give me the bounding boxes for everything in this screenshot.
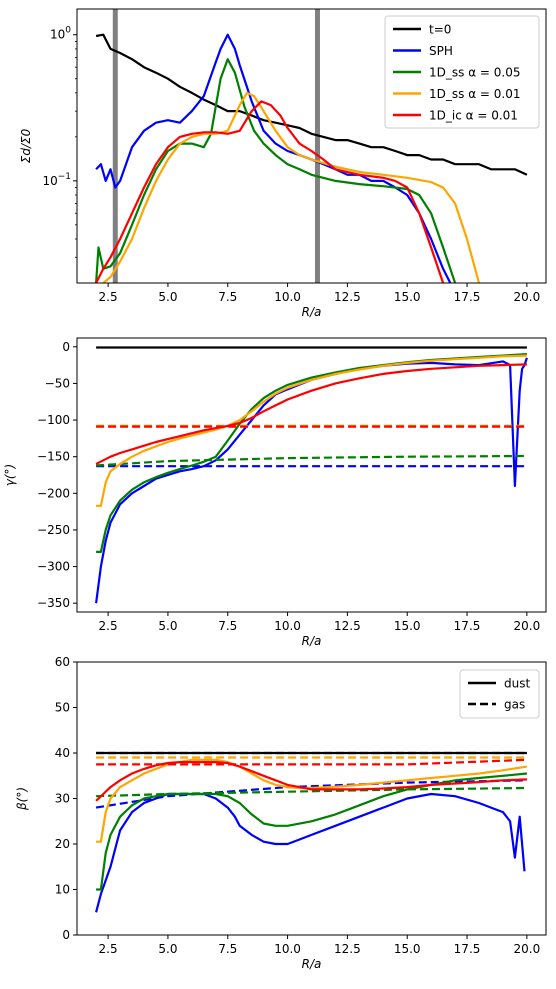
legend-label: gas (504, 698, 525, 712)
series-line-1d-ic-0-01 (95, 363, 527, 465)
series-line-sph (95, 792, 526, 913)
x-tick-label: 17.5 (454, 942, 481, 956)
x-tick-label: 15.0 (394, 290, 421, 304)
y-tick-label: 60 (55, 655, 70, 669)
y-tick-label: 40 (55, 746, 70, 760)
series-line-1d-ic-0-01-gas (96, 758, 527, 766)
series-line-sph (95, 33, 452, 283)
series-line-1d-ss-0-05-gas (96, 454, 527, 467)
y-axis-label: β(°) (15, 787, 29, 811)
legend-label: 1D_ss α = 0.01 (429, 87, 521, 101)
x-tick-label: 10.0 (274, 290, 301, 304)
x-tick-label: 20.0 (513, 942, 540, 956)
x-tick-label: 2.5 (99, 290, 118, 304)
y-tick-label: −350 (37, 596, 70, 610)
x-axis-label: R/a (302, 957, 322, 971)
y-axis-label: Σd/Σ0 (19, 128, 33, 163)
y-tick-label: −50 (45, 376, 70, 390)
y-tick-label: 20 (55, 837, 70, 851)
x-tick-label: 7.5 (218, 290, 237, 304)
y-axis-label: γ(°) (3, 464, 17, 486)
x-tick-label: 20.0 (513, 619, 540, 633)
series-line-sph (95, 357, 528, 604)
y-tick-label: −200 (37, 486, 70, 500)
y-tick-label: −150 (37, 450, 70, 464)
x-tick-label: 7.5 (218, 942, 237, 956)
legend-label: dust (504, 677, 530, 691)
x-tick-label: 12.5 (334, 619, 361, 633)
y-tick-label: 50 (55, 701, 70, 715)
y-tick-label: 100 (50, 26, 71, 42)
x-tick-label: 5.0 (158, 290, 177, 304)
y-tick-label: 30 (55, 792, 70, 806)
x-tick-label: 5.0 (158, 942, 177, 956)
legend: t=0 SPH 1D_ss α = 0.05 1D_ss α = 0.01 1D_ic … (384, 15, 540, 129)
plot-frame (76, 337, 547, 613)
y-tick-label: −250 (37, 523, 70, 537)
x-tick-label: 17.5 (454, 290, 481, 304)
y-tick-label: 0 (62, 928, 70, 942)
y-tick-label: −300 (37, 560, 70, 574)
y-tick-label: −100 (37, 413, 70, 427)
x-axis-label: R/a (302, 634, 322, 648)
x-tick-label: 10.0 (274, 619, 301, 633)
x-axis-label: R/a (302, 305, 322, 319)
legend: dust gas (459, 669, 540, 719)
x-tick-label: 12.5 (334, 942, 361, 956)
panel-gamma: 2.5 5.0 7.5 10.0 12.5 15.0 17.5 20.0 R/a 0 −50 −100… (3, 337, 547, 648)
series-line-1d-ic-0-01 (95, 760, 527, 802)
series-line-1d-ss-0-01 (96, 758, 528, 843)
panel-surface-density: 2.5 5.0 7.5 10.0 12.5 15.0 17.5 20.0 R/a 100 10−1 Σ… (19, 8, 547, 319)
series-line-1d-ss-0-05 (95, 58, 457, 283)
y-tick-label: 0 (62, 340, 70, 354)
x-tick-label: 12.5 (334, 290, 361, 304)
series-line-1d-ss-0-01 (101, 91, 481, 283)
y-tick-label: 10−1 (42, 172, 71, 188)
series-line-1d-ic-0-01 (95, 100, 445, 283)
series-line-1d-ss-0-01 (96, 354, 527, 507)
x-tick-label: 15.0 (394, 619, 421, 633)
panel-beta: 2.5 5.0 7.5 10.0 12.5 15.0 17.5 20.0 R/a 0 10 20 30 4… (15, 655, 547, 971)
x-tick-label: 2.5 (99, 619, 118, 633)
series-line-1d-ss-0-05 (96, 772, 528, 891)
series-line-t-0 (95, 33, 528, 176)
series-line-1d-ss-0-05-gas (96, 786, 527, 798)
y-tick-label: 10 (55, 883, 70, 897)
legend-label: 1D_ss α = 0.05 (429, 66, 521, 80)
plot-frame (76, 8, 547, 284)
legend-label: SPH (429, 44, 453, 58)
x-tick-label: 7.5 (218, 619, 237, 633)
x-tick-label: 5.0 (158, 619, 177, 633)
x-tick-label: 17.5 (454, 619, 481, 633)
legend-label: 1D_ic α = 0.01 (429, 109, 518, 123)
x-tick-label: 10.0 (274, 942, 301, 956)
x-tick-label: 20.0 (513, 290, 540, 304)
x-tick-label: 2.5 (99, 942, 118, 956)
legend-label: t=0 (429, 23, 451, 37)
series-line-1d-ss-0-05 (96, 353, 527, 554)
x-tick-label: 15.0 (394, 942, 421, 956)
